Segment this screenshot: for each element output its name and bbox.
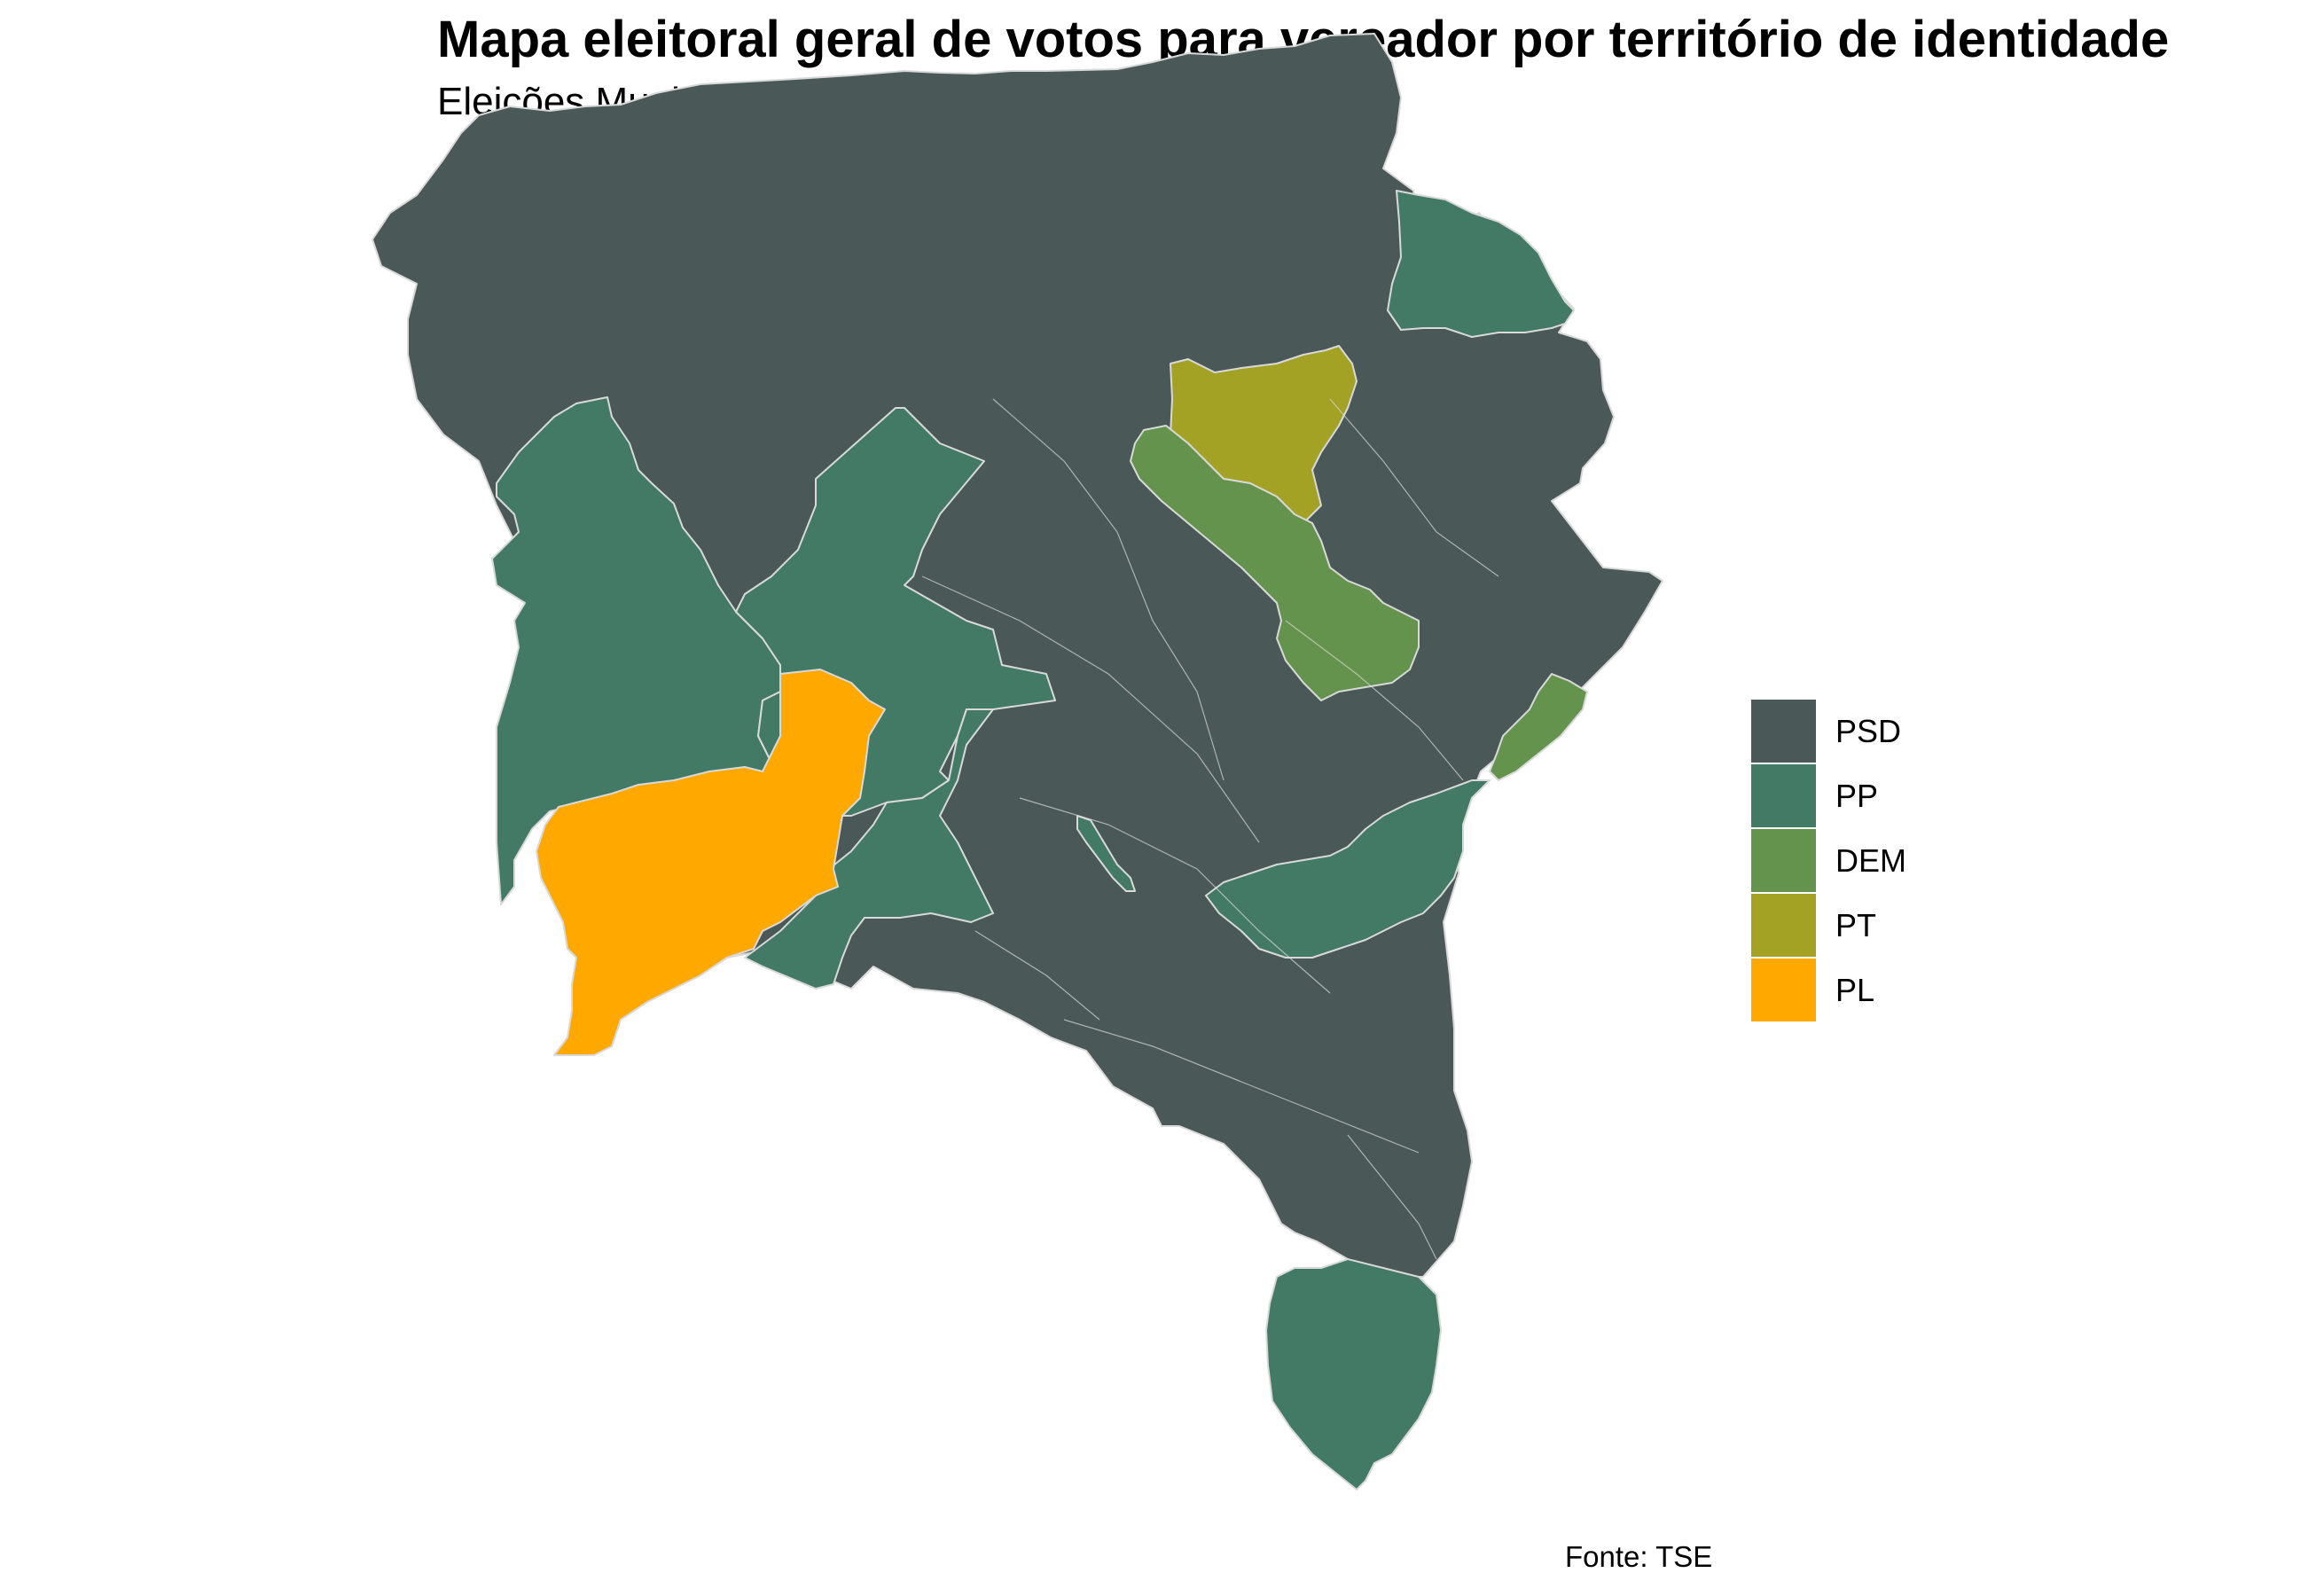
legend-label-dem: DEM <box>1835 841 1906 879</box>
legend-swatch-pl <box>1751 958 1816 1022</box>
legend-label-pp: PP <box>1835 777 1879 814</box>
territory-southwest <box>536 669 886 1056</box>
legend-label-psd: PSD <box>1835 712 1902 749</box>
legend-label-pt: PT <box>1835 906 1877 943</box>
legend-swatch-psd <box>1751 699 1816 763</box>
territory-southwest-corridor <box>744 708 994 990</box>
legend-swatch-pt <box>1751 893 1816 958</box>
legend-item-pl: PL <box>1751 958 1906 1022</box>
legend-swatch-pp <box>1751 763 1816 828</box>
territory-central-coast <box>1205 779 1491 959</box>
legend-label-pl: PL <box>1835 971 1875 1008</box>
legend-swatch-dem <box>1751 828 1816 893</box>
legend-item-dem: DEM <box>1751 828 1906 893</box>
territory-northeast <box>1387 190 1575 338</box>
map-legend: PSD PP DEM PT PL <box>1751 699 1906 1022</box>
territory-coastal-north <box>1489 673 1588 781</box>
legend-item-psd: PSD <box>1751 699 1906 763</box>
source-caption: Fonte: TSE <box>1565 1540 1713 1573</box>
territory-extreme-south <box>1265 1258 1442 1491</box>
territory-central-north <box>1130 425 1420 701</box>
legend-item-pp: PP <box>1751 763 1906 828</box>
territory-small-central <box>1076 815 1136 892</box>
legend-item-pt: PT <box>1751 893 1906 958</box>
